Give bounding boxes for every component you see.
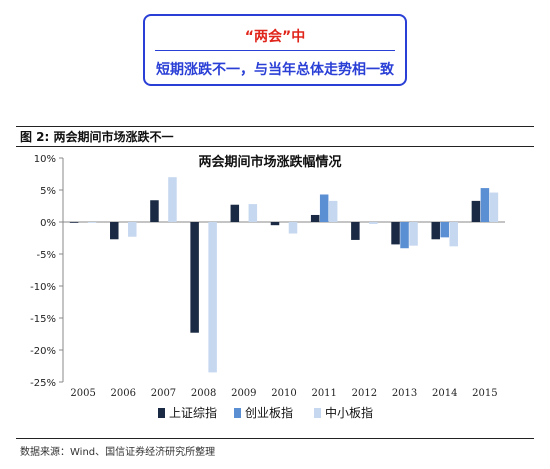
bar-2005-series-2 (87, 222, 97, 223)
y-tick-label: 0% (40, 218, 56, 229)
bar-2009-series-0 (230, 204, 240, 222)
banner-divider (155, 50, 395, 51)
bar-2013-series-2 (409, 222, 418, 246)
bar-2010-series-0 (270, 222, 280, 226)
figure-bottom-rule (16, 438, 534, 439)
bars (69, 177, 499, 373)
bar-2013-series-0 (391, 222, 400, 245)
bar-2015-series-1 (480, 188, 490, 222)
bar-2014-series-1 (440, 222, 449, 238)
summary-banner: “两会”中 短期涨跌不一，与当年总体走势相一致 (143, 14, 407, 86)
figure-caption: 图 2: 两会期间市场涨跌不一 (20, 130, 174, 144)
y-tick-label: -10% (30, 282, 56, 293)
bar-2007-series-0 (150, 200, 159, 222)
bar-2012-series-0 (351, 222, 360, 240)
legend-swatch (158, 408, 165, 418)
bar-2007-series-2 (168, 177, 177, 222)
bar-2005-series-0 (69, 222, 79, 223)
x-tick-label: 2014 (432, 388, 457, 399)
legend-label: 创业板指 (245, 405, 293, 420)
x-tick-label: 2007 (151, 388, 176, 399)
y-tick-label: -15% (30, 314, 56, 325)
bar-2008-series-2 (208, 222, 217, 373)
bar-2011-series-0 (310, 214, 320, 222)
bar-2011-series-1 (319, 194, 329, 222)
bar-2006-series-0 (110, 222, 119, 240)
y-axis: 10% 5% 0% -5% -10% -15% -20% -25% (30, 154, 505, 389)
figure-caption-rule (16, 146, 534, 147)
bar-2010-series-2 (288, 222, 298, 234)
x-tick-label: 2006 (111, 388, 136, 399)
x-tick-label: 2012 (352, 388, 377, 399)
y-tick-label: 5% (40, 186, 56, 197)
bar-2013-series-1 (400, 222, 409, 249)
bar-2006-series-2 (128, 222, 137, 237)
x-axis: 2005 2006 2007 2008 2009 2010 2011 2012 2013 2014… (70, 388, 497, 399)
bar-2008-series-0 (190, 222, 199, 333)
bar-2011-series-2 (328, 200, 338, 222)
chart-title: 两会期间市场涨跌幅情况 (198, 154, 341, 170)
data-source: 数据来源：Wind、国信证券经济研究所整理 (20, 447, 216, 458)
y-tick-label: -20% (30, 346, 56, 357)
legend-label: 上证综指 (169, 405, 217, 420)
x-tick-label: 2013 (392, 388, 417, 399)
legend-swatch (314, 408, 321, 418)
x-tick-label: 2009 (231, 388, 256, 399)
bar-2009-series-2 (248, 204, 258, 222)
y-tick-label: -25% (30, 378, 56, 389)
legend-swatch (234, 408, 241, 418)
bar-2014-series-0 (431, 222, 440, 240)
bar-2012-series-2 (369, 222, 378, 224)
x-tick-label: 2008 (191, 388, 216, 399)
x-tick-label: 2010 (271, 388, 296, 399)
legend: 上证综指 创业板指 中小板指 (158, 405, 373, 420)
y-tick-label: 10% (34, 154, 56, 165)
legend-label: 中小板指 (325, 405, 373, 420)
y-tick-label: -5% (37, 250, 56, 261)
banner-title: “两会”中 (244, 29, 306, 45)
x-tick-label: 2015 (472, 388, 497, 399)
banner-subtitle: 短期涨跌不一，与当年总体走势相一致 (156, 62, 394, 78)
bar-2014-series-2 (449, 222, 458, 247)
bar-2015-series-2 (489, 192, 499, 222)
x-tick-label: 2005 (70, 388, 95, 399)
x-tick-label: 2011 (311, 388, 336, 399)
bar-2015-series-0 (471, 200, 481, 222)
figure-top-rule (16, 126, 534, 127)
